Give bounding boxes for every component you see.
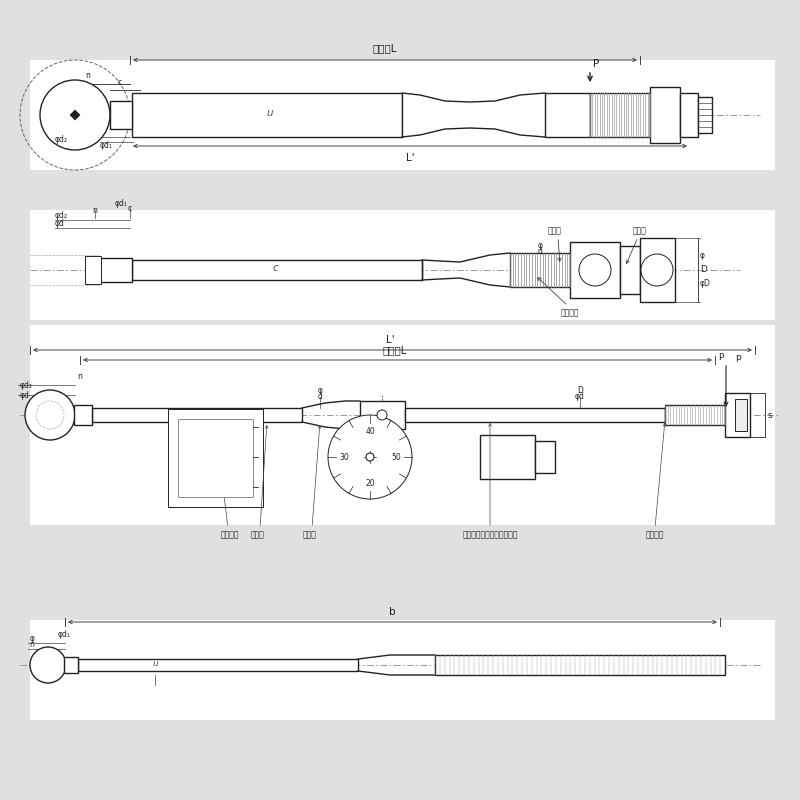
Text: チューブ: チューブ (221, 530, 239, 539)
Text: p: p (735, 353, 741, 362)
Text: φ: φ (318, 386, 322, 395)
Text: D: D (700, 266, 707, 274)
Text: φd₁: φd₁ (100, 141, 113, 150)
Bar (30, 60, 775, 170)
Bar (590, 93, 650, 137)
Circle shape (40, 80, 110, 150)
Text: φD: φD (700, 279, 711, 289)
Text: 20: 20 (209, 452, 222, 462)
Polygon shape (402, 93, 545, 137)
Bar (30, 620, 775, 720)
Bar (650, 87, 680, 143)
Circle shape (328, 415, 412, 499)
Circle shape (30, 647, 66, 683)
Text: φd₁: φd₁ (115, 199, 128, 208)
Bar (640, 238, 675, 302)
Text: P: P (593, 59, 599, 69)
Text: 40: 40 (365, 426, 375, 435)
Text: 有効長L: 有効長L (373, 43, 398, 54)
Bar (178, 419, 253, 497)
Bar (620, 246, 640, 294)
Bar (680, 93, 698, 137)
Text: n: n (93, 206, 98, 215)
Text: n: n (78, 372, 82, 381)
Bar (30, 210, 775, 320)
Text: u: u (266, 108, 274, 118)
Bar (168, 409, 263, 507)
Text: E: E (182, 409, 188, 418)
Bar (735, 399, 747, 431)
Text: 副目盛: 副目盛 (303, 530, 317, 539)
Circle shape (377, 410, 387, 420)
Text: L': L' (406, 154, 414, 163)
Text: 主目盛: 主目盛 (548, 226, 562, 235)
Bar (132, 93, 402, 137)
Text: φ: φ (538, 241, 542, 250)
Text: 20: 20 (365, 478, 375, 487)
Bar (30, 325, 775, 525)
Text: P: P (718, 353, 723, 362)
Bar (110, 101, 132, 129)
Text: φd: φd (20, 390, 30, 399)
Text: 10: 10 (209, 422, 222, 432)
Text: 30: 30 (339, 453, 349, 462)
Bar (85, 256, 101, 284)
Text: エクステンションハンドル: エクステンションハンドル (462, 530, 518, 539)
Text: φd₁: φd₁ (58, 630, 71, 639)
Bar (535, 441, 555, 473)
Text: s: s (768, 410, 773, 419)
Text: φd: φd (575, 392, 585, 401)
Text: u: u (152, 658, 158, 667)
Circle shape (641, 254, 673, 286)
Text: 50: 50 (391, 453, 401, 462)
Circle shape (366, 453, 374, 461)
Bar (545, 93, 590, 137)
Text: φ: φ (30, 634, 34, 643)
Bar (74, 405, 92, 425)
Text: 副目盛: 副目盛 (633, 226, 647, 235)
Text: φd: φd (55, 219, 65, 228)
Text: 主目盛: 主目盛 (251, 530, 265, 539)
Text: 有効長線: 有効長線 (561, 308, 579, 317)
Text: c: c (118, 78, 122, 87)
Text: n: n (86, 71, 90, 80)
Bar (100, 258, 132, 282)
Bar (725, 393, 750, 437)
Bar (665, 405, 725, 425)
Circle shape (579, 254, 611, 286)
Text: D: D (577, 386, 583, 395)
Polygon shape (70, 110, 80, 120)
Text: φd₂: φd₂ (20, 381, 33, 390)
Text: L': L' (386, 335, 394, 345)
Bar (570, 242, 620, 298)
Bar (132, 260, 422, 280)
Circle shape (25, 390, 75, 440)
Bar (360, 401, 405, 429)
Bar (435, 655, 725, 675)
Bar (92, 408, 302, 422)
Text: φd₂: φd₂ (55, 211, 68, 220)
Text: c: c (128, 204, 132, 213)
Bar (510, 253, 570, 287)
Text: d: d (318, 392, 322, 401)
Bar (78, 659, 358, 671)
Text: 有効長L: 有効長L (382, 345, 407, 355)
Text: φd₂: φd₂ (55, 135, 68, 145)
Text: b: b (389, 607, 396, 617)
Text: n: n (30, 640, 34, 649)
Text: d: d (538, 247, 542, 256)
Bar (480, 435, 535, 479)
Bar (698, 97, 712, 133)
Text: φ: φ (700, 251, 705, 261)
Text: c: c (272, 263, 278, 273)
Bar (64, 657, 78, 673)
Text: 30: 30 (209, 482, 222, 492)
Bar (405, 408, 665, 422)
Text: 有効長線: 有効長線 (646, 530, 664, 539)
Bar (150, 392, 480, 522)
